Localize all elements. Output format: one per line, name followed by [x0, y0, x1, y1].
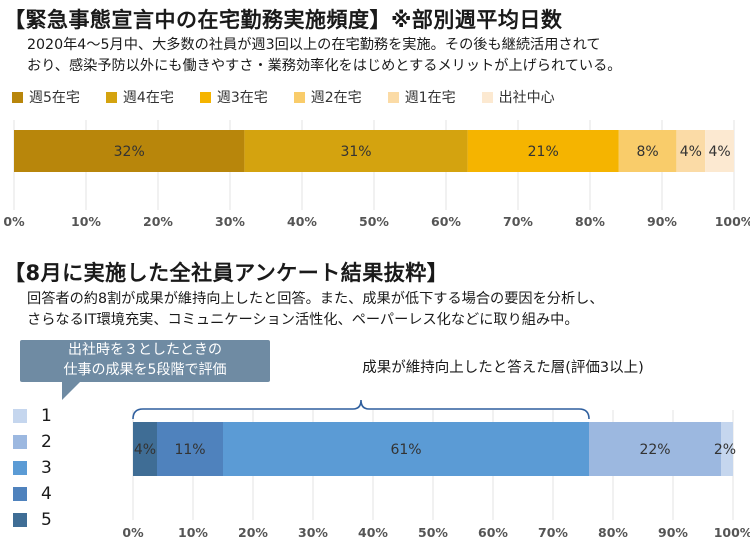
chart1-data-label: 31%	[340, 144, 371, 160]
chart2-tick-label: 70%	[538, 525, 568, 540]
chart2-tick-label: 20%	[238, 525, 268, 540]
chart1-legend-label: 週3在宅	[216, 90, 268, 106]
chart2-bar-segment	[157, 422, 223, 476]
section2-description: 回答者の約8割が成果が維持向上したと回答。また、成果が低下する場合の要因を分析し…	[27, 289, 604, 331]
chart2-data-label: 4%	[134, 442, 156, 458]
chart2-bar-segment	[133, 422, 157, 476]
chart1-data-label: 4%	[708, 144, 730, 160]
chart1-legend-item: 週5在宅	[12, 87, 80, 107]
chart1-legend: 週5在宅 週4在宅 週3在宅 週2在宅 週1在宅 出社中心	[12, 87, 555, 107]
chart1-tick-label: 100%	[715, 214, 750, 229]
chart2-legend-item: 4	[13, 481, 52, 507]
chart2-legend-item: 2	[13, 429, 52, 455]
chart1-legend-swatch	[199, 91, 211, 103]
chart1-legend-label: 週2在宅	[310, 90, 362, 106]
chart1-tick-label: 0%	[3, 214, 25, 229]
chart2-legend-label: 1	[41, 406, 52, 426]
chart1-data-label: 4%	[680, 144, 702, 160]
chart1-legend-item: 週4在宅	[105, 87, 174, 107]
chart2-data-label: 2%	[714, 442, 736, 458]
section1-description: 2020年4～5月中、大多数の社員が週3回以上の在宅勤務を実施。その後も継続活用…	[27, 35, 621, 77]
chart1-legend-label: 週4在宅	[122, 90, 174, 106]
chart2-tick-label: 90%	[658, 525, 688, 540]
chart1-bar-segment	[14, 130, 245, 172]
chart2-legend-swatch	[13, 435, 27, 449]
chart1-tick-label: 30%	[215, 214, 245, 229]
chart1-legend-item: 週3在宅	[199, 87, 268, 107]
chart2-legend-item: 1	[13, 403, 52, 429]
chart2-legend: 1 2 3 4 5	[13, 403, 52, 533]
chart1-data-label: 32%	[114, 144, 145, 160]
chart1-tick-label: 40%	[287, 214, 317, 229]
bracket-label: 成果が維持向上したと答えた層(評価3以上)	[362, 359, 644, 376]
chart1-data-label: 21%	[528, 144, 559, 160]
chart2-legend-label: 2	[41, 432, 52, 452]
chart2-tick-label: 80%	[598, 525, 628, 540]
chart1-bar-segment	[467, 130, 619, 172]
chart1-legend-swatch	[293, 91, 305, 103]
chart1: 32% 31% 21% 8% 4% 4% 0% 10% 20% 30% 40% 50% 60% 70% 80…	[3, 120, 750, 229]
chart2-legend-swatch	[13, 513, 27, 527]
chart1-legend-item: 週2在宅	[293, 87, 362, 107]
section2-description-line: 回答者の約8割が成果が維持向上したと回答。また、成果が低下する場合の要因を分析し…	[27, 291, 604, 307]
chart2-legend-label: 4	[41, 484, 52, 504]
chart2-tick-label: 10%	[178, 525, 208, 540]
chart2-tick-label: 60%	[478, 525, 508, 540]
chart2-legend-item: 5	[13, 507, 52, 533]
chart2-legend-label: 3	[41, 458, 52, 478]
chart2-tick-label: 0%	[122, 525, 144, 540]
chart2-tick-label: 50%	[418, 525, 448, 540]
chart1-legend-label: 週5在宅	[29, 90, 80, 106]
chart1-bar-segment	[244, 130, 468, 172]
section1-description-line: おり、感染予防以外にも働きやすさ・業務効率化をはじめとするメリットが上げられてい…	[27, 58, 622, 74]
chart2-legend-swatch	[13, 487, 27, 501]
chart1-tick-label: 60%	[431, 214, 461, 229]
chart1-data-label: 8%	[636, 144, 658, 160]
chart1-bar-segment	[705, 130, 734, 172]
section2-description-line: さらなるIT環境充実、コミュニケーション活性化、ペーパーレス化などに取り組み中。	[27, 312, 579, 328]
rating-callout: 出社時を３としたときの 仕事の成果を5段階で評価	[20, 340, 270, 382]
chart2: 4% 11% 61% 22% 2% 成果が維持向上したと答えた層(評価3以上) 0% 10% 2…	[122, 359, 750, 540]
chart2-tick-label: 30%	[298, 525, 328, 540]
chart1-tick-label: 10%	[71, 214, 101, 229]
callout-line: 仕事の成果を5段階で評価	[63, 362, 227, 378]
section1-title: 【緊急事態宣言中の在宅勤務実施頻度】※部別週平均日数	[4, 8, 563, 32]
chart1-legend-label: 週1在宅	[404, 90, 456, 106]
callout-tail	[62, 382, 80, 400]
chart2-legend-label: 5	[41, 510, 52, 530]
chart1-bar-segment	[676, 130, 706, 172]
section2-title: 【8月に実施した全社員アンケート結果抜粋】	[4, 261, 449, 285]
callout-line: 出社時を３としたときの	[68, 342, 222, 358]
bracket	[132, 399, 590, 420]
chart1-legend-item: 出社中心	[481, 87, 555, 107]
chart1-legend-swatch	[481, 91, 493, 103]
chart2-bar-segment	[589, 422, 721, 476]
chart2-legend-swatch	[13, 409, 27, 423]
chart1-legend-swatch	[105, 91, 117, 103]
chart1-legend-item: 週1在宅	[387, 87, 456, 107]
chart2-bar-segment	[223, 422, 589, 476]
chart1-bar-segment	[618, 130, 677, 172]
chart1-tick-label: 70%	[503, 214, 533, 229]
chart2-legend-item: 3	[13, 455, 52, 481]
chart1-tick-label: 90%	[647, 214, 677, 229]
chart2-legend-swatch	[13, 461, 27, 475]
chart2-tick-label: 100%	[714, 525, 750, 540]
chart2-tick-label: 40%	[358, 525, 388, 540]
chart1-legend-swatch	[12, 91, 23, 103]
chart1-legend-swatch	[387, 91, 399, 103]
section1-description-line: 2020年4～5月中、大多数の社員が週3回以上の在宅勤務を実施。その後も継続活用…	[27, 37, 601, 53]
chart1-tick-label: 80%	[575, 214, 605, 229]
chart2-bar-segment	[721, 422, 733, 476]
chart2-data-label: 61%	[390, 442, 421, 458]
chart1-tick-label: 50%	[359, 214, 389, 229]
chart1-legend-label: 出社中心	[498, 90, 555, 106]
chart2-data-label: 22%	[639, 442, 670, 458]
chart1-tick-label: 20%	[143, 214, 173, 229]
chart2-data-label: 11%	[174, 442, 205, 458]
